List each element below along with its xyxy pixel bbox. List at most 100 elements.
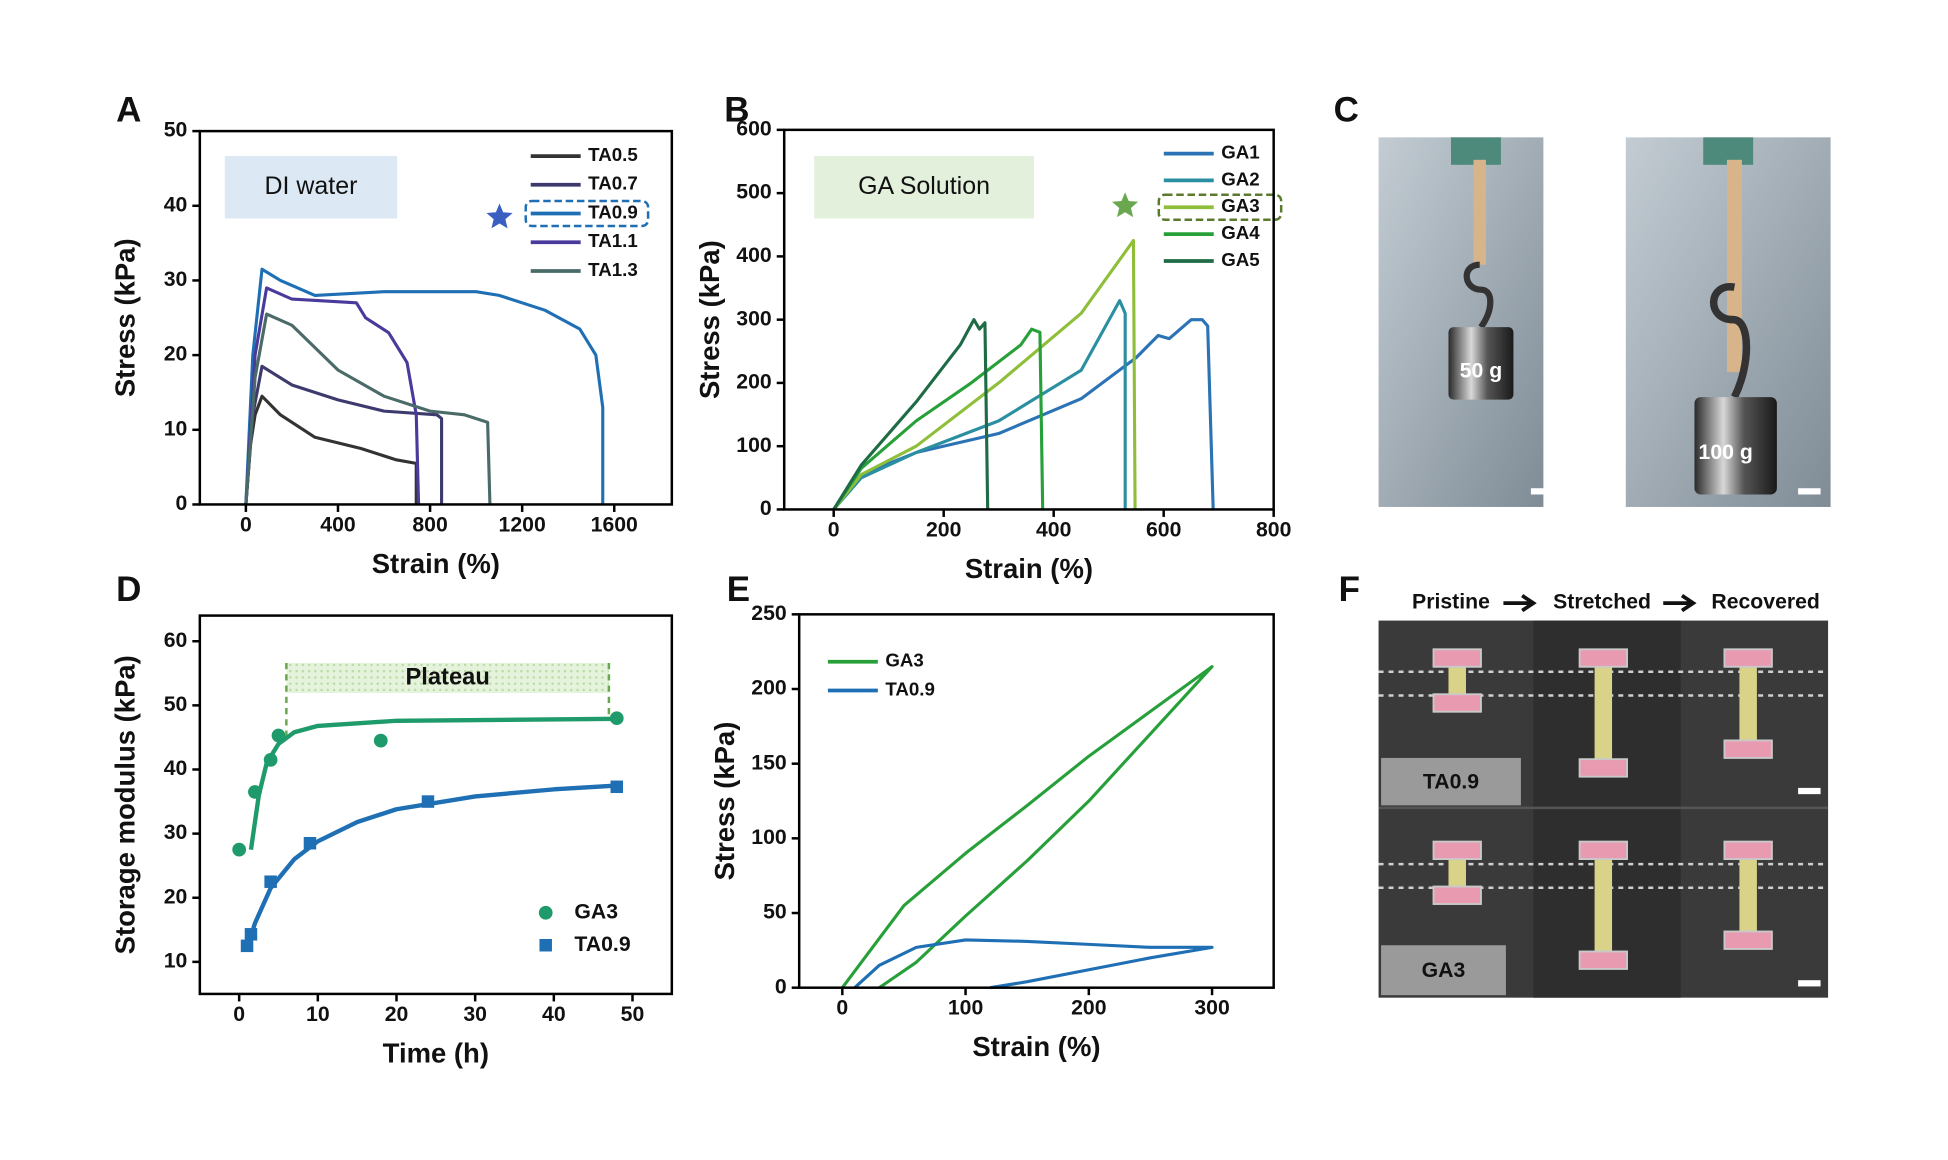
point: [303, 836, 317, 850]
y-tick-label: 600: [736, 117, 771, 140]
y-axis-label: Stress (kPa): [694, 240, 725, 399]
point: [248, 785, 262, 799]
fit-line: [248, 716, 617, 850]
y-tick-label: 40: [164, 193, 188, 216]
y-tick-label: 30: [164, 821, 188, 844]
weight: [1448, 327, 1514, 400]
weight-label: 100 g: [1699, 441, 1753, 464]
legend-label: TA0.9: [588, 201, 638, 222]
annotation: Plateau: [405, 664, 489, 690]
strip: [1473, 159, 1486, 265]
legend-label: TA0.9: [885, 678, 935, 699]
plot-frame: [198, 614, 674, 996]
y-tick-label: 0: [176, 492, 188, 515]
row-label: TA0.9: [1423, 771, 1479, 794]
x-tick-label: 10: [306, 1003, 330, 1026]
y-tick-label: 40: [164, 757, 188, 780]
legend-label: GA3: [885, 650, 924, 671]
label-box: [1381, 757, 1521, 806]
point: [610, 780, 624, 794]
x-tick-label: 300: [1194, 997, 1229, 1020]
legend-label: TA0.5: [588, 144, 638, 165]
clips: [1432, 648, 1773, 970]
series-line: [832, 239, 1137, 511]
panel-label: F: [1339, 570, 1360, 609]
plot-frame: [797, 613, 1275, 989]
point: [244, 928, 258, 941]
y-tick-label: 30: [164, 268, 188, 291]
y-axis-label: Storage modulus (kPa): [110, 655, 141, 954]
y-tick-label: 150: [751, 751, 786, 774]
point: [263, 753, 278, 767]
annotation: GA Solution: [858, 172, 990, 200]
series-line: [832, 299, 1127, 511]
y-tick-label: 0: [760, 497, 772, 520]
samples: [1448, 659, 1757, 959]
strip: [1726, 159, 1742, 373]
legend-label: TA0.9: [574, 933, 630, 956]
legend-label: GA4: [1221, 222, 1260, 243]
y-tick-label: 200: [751, 677, 786, 700]
y-tick-label: 20: [164, 343, 188, 366]
star: [486, 203, 513, 229]
x-tick-label: 30: [463, 1003, 487, 1026]
arrow: [1503, 594, 1537, 613]
x-tick-label: 0: [233, 1003, 245, 1026]
legend-label: TA1.1: [588, 230, 638, 251]
point: [271, 728, 286, 743]
legend-label: GA3: [1221, 195, 1260, 216]
x-tick-label: 200: [926, 518, 961, 541]
weight-label: 50 g: [1460, 360, 1502, 383]
annotation-box: [224, 156, 398, 219]
arrow: [1663, 594, 1697, 613]
series-line: [244, 286, 421, 505]
y-tick-label: 500: [736, 181, 771, 204]
panel-label: E: [727, 570, 750, 609]
x-axis-label: Strain (%): [965, 553, 1093, 584]
legend-label: GA3: [574, 900, 618, 923]
x-tick-label: 20: [385, 1003, 409, 1026]
hook: [1709, 283, 1751, 399]
point: [373, 733, 388, 748]
annotation: DI water: [264, 172, 357, 200]
y-tick-label: 250: [751, 602, 786, 625]
y-tick-label: 200: [736, 371, 771, 394]
hook: [1463, 261, 1494, 329]
legend-label: GA5: [1221, 249, 1260, 270]
legend-swatch: [538, 905, 553, 920]
star: [1112, 192, 1139, 218]
x-tick-label: 0: [240, 513, 252, 536]
highlight-box: [1157, 193, 1283, 222]
series-line: [853, 938, 1214, 990]
y-tick-label: 100: [751, 826, 786, 849]
x-tick-label: 600: [1146, 518, 1181, 541]
header: Pristine: [1412, 591, 1490, 614]
y-tick-label: 10: [164, 949, 188, 972]
photo-f: F Pristine Stretched Recovered: [1339, 570, 1829, 998]
point: [240, 939, 254, 953]
y-tick-label: 50: [763, 901, 787, 924]
weight: [1694, 397, 1777, 495]
label-box: [1381, 945, 1506, 996]
y-tick-label: 10: [164, 417, 188, 440]
legend-label: GA1: [1221, 142, 1260, 163]
series-line: [244, 364, 444, 505]
plot-frame: [782, 128, 1275, 511]
scale-bar: [1798, 787, 1821, 795]
row-label: GA3: [1422, 959, 1466, 982]
point: [609, 711, 624, 726]
photo-c: C 50 g 100 g: [1334, 91, 1831, 507]
x-tick-label: 40: [542, 1003, 566, 1026]
x-tick-label: 1600: [591, 513, 638, 536]
series-line: [244, 267, 605, 505]
scale-bar: [1530, 488, 1554, 495]
x-tick-label: 0: [836, 997, 848, 1020]
point: [421, 795, 435, 808]
header: Recovered: [1711, 591, 1820, 614]
y-tick-label: 50: [164, 693, 188, 716]
x-tick-label: 50: [621, 1003, 645, 1026]
photo: [1378, 137, 1544, 507]
y-tick-label: 300: [736, 307, 771, 330]
